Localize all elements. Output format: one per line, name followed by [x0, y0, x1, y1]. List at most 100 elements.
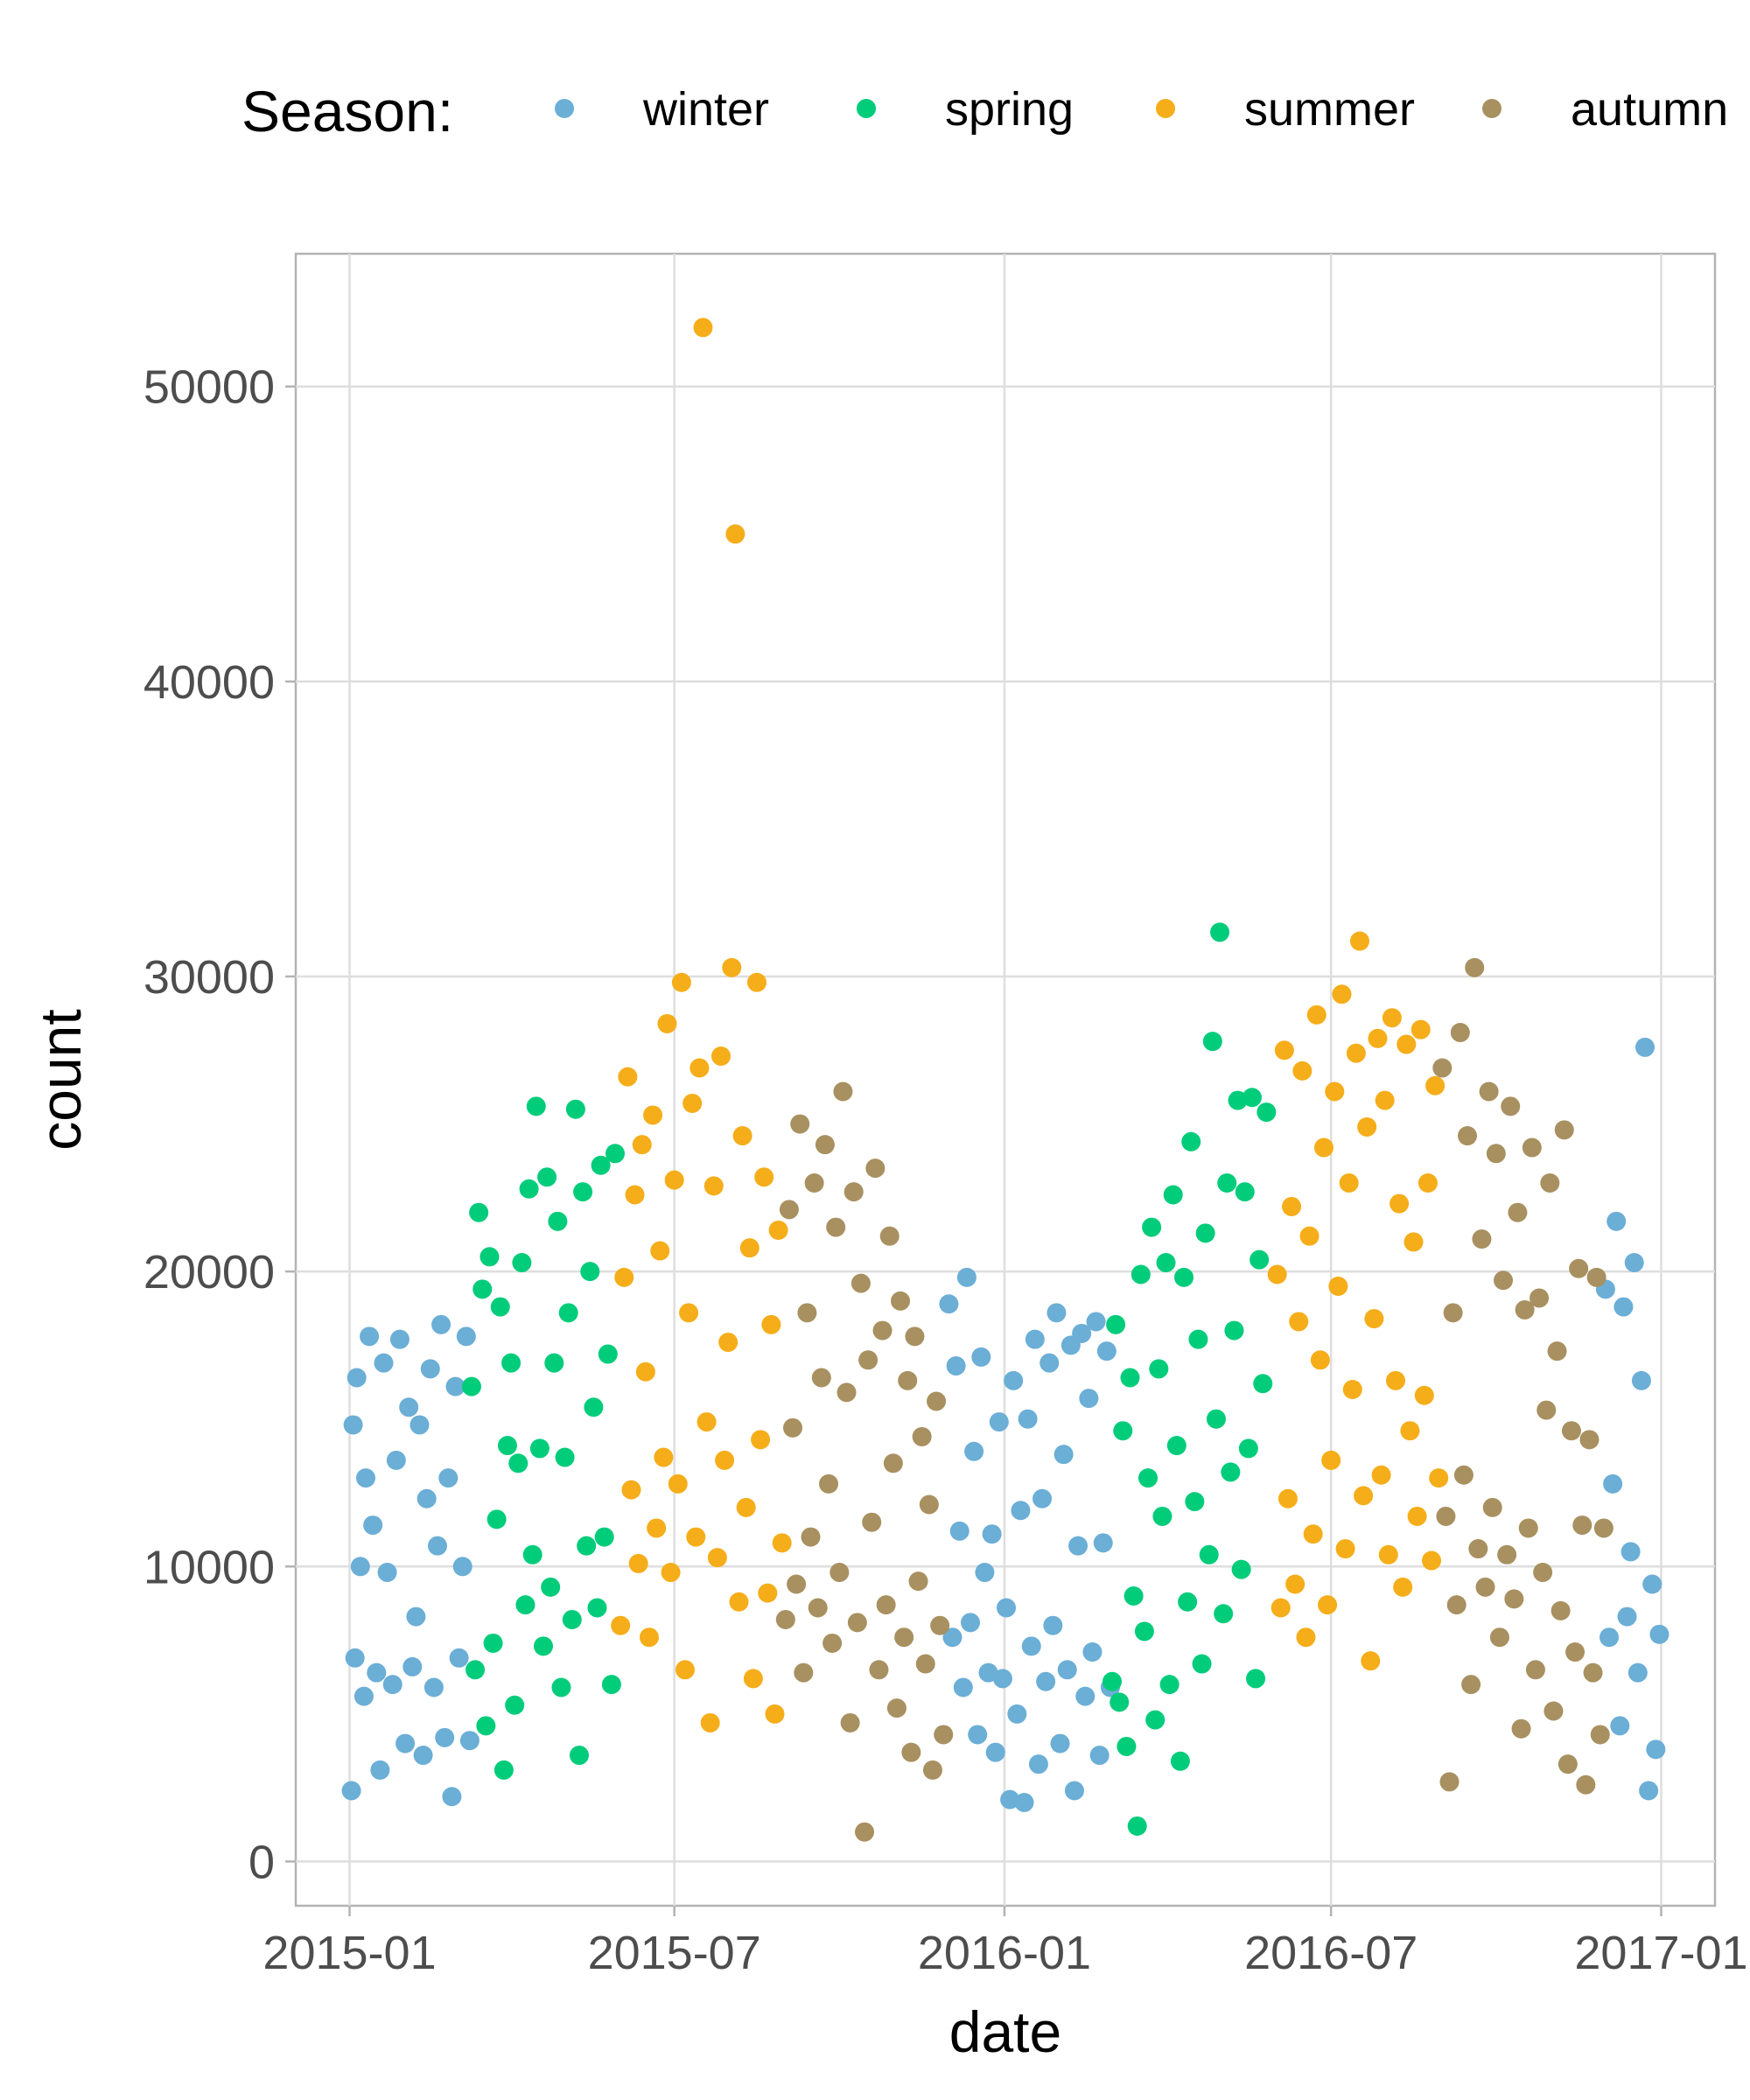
- data-point-autumn: [775, 1609, 795, 1629]
- data-point-winter: [445, 1376, 466, 1396]
- data-point-winter: [1043, 1615, 1063, 1635]
- data-point-winter: [377, 1563, 397, 1583]
- x-tick-label: 2016-01: [918, 1927, 1091, 1979]
- data-point-winter: [449, 1648, 469, 1668]
- data-point-summer: [1303, 1524, 1323, 1544]
- data-point-spring: [1235, 1182, 1255, 1202]
- data-point-spring: [1188, 1329, 1208, 1349]
- data-point-spring: [587, 1598, 607, 1618]
- data-point-winter: [367, 1662, 387, 1683]
- data-point-summer: [621, 1480, 641, 1500]
- data-point-autumn: [915, 1654, 935, 1674]
- data-point-winter: [442, 1787, 462, 1807]
- data-point-autumn: [1472, 1229, 1492, 1250]
- data-point-summer: [614, 1267, 634, 1287]
- data-point-autumn: [1583, 1662, 1603, 1683]
- data-point-spring: [598, 1344, 618, 1364]
- data-point-summer: [758, 1583, 778, 1603]
- data-point-autumn: [819, 1474, 839, 1494]
- data-point-summer: [1313, 1138, 1334, 1158]
- data-point-spring: [1110, 1692, 1130, 1712]
- data-point-summer: [1342, 1380, 1362, 1399]
- data-point-spring: [591, 1155, 611, 1175]
- data-point-autumn: [927, 1391, 947, 1411]
- data-point-winter: [1646, 1740, 1666, 1760]
- data-point-summer: [772, 1533, 792, 1553]
- data-point-autumn: [790, 1114, 810, 1134]
- data-point-summer: [625, 1185, 645, 1205]
- data-point-spring: [1206, 1409, 1226, 1429]
- data-point-autumn: [905, 1326, 925, 1347]
- data-point-summer: [1318, 1595, 1338, 1615]
- data-point-spring: [480, 1247, 500, 1267]
- data-point-winter: [1093, 1533, 1113, 1553]
- data-point-winter: [1614, 1297, 1634, 1317]
- data-point-summer: [654, 1447, 674, 1467]
- x-tick-label: 2015-01: [262, 1927, 436, 1979]
- data-point-summer: [1270, 1598, 1291, 1618]
- data-point-summer: [657, 1013, 677, 1033]
- data-point-autumn: [1572, 1516, 1592, 1536]
- data-point-winter: [1054, 1445, 1074, 1465]
- data-point-autumn: [1497, 1544, 1517, 1564]
- data-point-autumn: [783, 1418, 803, 1438]
- data-point-summer: [661, 1563, 681, 1583]
- data-point-summer: [739, 1238, 760, 1258]
- data-point-spring: [1256, 1102, 1277, 1123]
- data-point-winter: [1057, 1660, 1077, 1680]
- data-point-spring: [1130, 1264, 1151, 1284]
- data-point-winter: [1000, 1789, 1020, 1810]
- y-axis-title: count: [28, 1009, 93, 1150]
- data-point-summer: [1396, 1034, 1417, 1054]
- data-point-autumn: [930, 1615, 950, 1635]
- data-point-winter: [997, 1598, 1017, 1618]
- data-point-spring: [1149, 1359, 1169, 1379]
- data-point-summer: [671, 972, 691, 992]
- data-point-winter: [1068, 1536, 1088, 1556]
- data-point-autumn: [894, 1628, 914, 1648]
- data-point-autumn: [855, 1822, 875, 1842]
- data-point-spring: [1166, 1436, 1186, 1456]
- data-point-spring: [573, 1182, 593, 1202]
- data-point-spring: [584, 1397, 604, 1418]
- data-point-autumn: [1554, 1120, 1574, 1140]
- data-point-spring: [544, 1353, 564, 1373]
- data-point-summer: [1418, 1173, 1438, 1193]
- data-point-autumn: [1504, 1589, 1524, 1609]
- data-point-autumn: [1479, 1082, 1499, 1102]
- data-point-autumn: [1525, 1660, 1545, 1680]
- data-point-summer: [1274, 1040, 1294, 1060]
- data-point-spring: [1152, 1506, 1172, 1526]
- data-point-autumn: [901, 1742, 921, 1762]
- data-point-spring: [594, 1527, 614, 1547]
- data-point-autumn: [1446, 1595, 1466, 1615]
- data-point-autumn: [801, 1527, 821, 1547]
- data-point-summer: [1410, 1019, 1431, 1040]
- data-point-spring: [555, 1447, 575, 1467]
- y-tick-label: 0: [248, 1836, 275, 1888]
- data-point-summer: [1321, 1450, 1341, 1470]
- legend: Season: winter spring summer autumn: [242, 79, 1728, 144]
- y-tick-label: 20000: [144, 1246, 275, 1298]
- data-point-spring: [548, 1211, 568, 1231]
- data-point-winter: [985, 1742, 1005, 1762]
- data-point-autumn: [1544, 1701, 1564, 1721]
- data-point-winter: [1032, 1488, 1053, 1508]
- data-point-summer: [700, 1712, 720, 1732]
- data-point-spring: [515, 1595, 536, 1615]
- data-point-winter: [416, 1488, 437, 1508]
- data-point-summer: [729, 1592, 749, 1612]
- data-point-winter: [1600, 1628, 1620, 1648]
- data-point-spring: [1217, 1173, 1237, 1193]
- data-point-autumn: [934, 1725, 954, 1745]
- data-point-spring: [1242, 1088, 1262, 1108]
- data-point-summer: [632, 1135, 652, 1155]
- data-point-summer: [628, 1553, 648, 1573]
- data-point-spring: [1124, 1586, 1144, 1606]
- data-point-summer: [761, 1314, 781, 1334]
- data-point-spring: [537, 1167, 557, 1187]
- data-point-autumn: [891, 1291, 911, 1311]
- data-point-winter: [1064, 1781, 1084, 1801]
- data-point-autumn: [886, 1698, 906, 1718]
